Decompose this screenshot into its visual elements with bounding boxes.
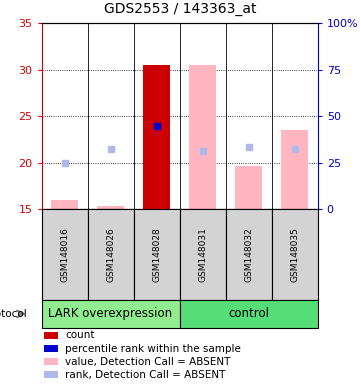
Bar [44, 358, 58, 365]
Bar [44, 332, 58, 339]
Bar [51, 200, 78, 209]
Text: value, Detection Call = ABSENT: value, Detection Call = ABSENT [65, 357, 230, 367]
Text: GSM148032: GSM148032 [244, 227, 253, 282]
Bar [134, 209, 180, 300]
Bar [44, 345, 58, 352]
Bar [189, 65, 217, 209]
Bar [180, 209, 226, 300]
Text: rank, Detection Call = ABSENT: rank, Detection Call = ABSENT [65, 370, 225, 380]
Bar [44, 371, 58, 379]
Text: percentile rank within the sample: percentile rank within the sample [65, 344, 241, 354]
Bar [180, 300, 318, 328]
Bar [42, 209, 88, 300]
Bar [226, 209, 272, 300]
Text: LARK overexpression: LARK overexpression [48, 308, 173, 320]
Text: GSM148028: GSM148028 [152, 227, 161, 282]
Text: GSM148016: GSM148016 [60, 227, 69, 282]
Text: GSM148035: GSM148035 [290, 227, 299, 282]
Bar [281, 130, 309, 209]
Bar [235, 166, 262, 209]
Bar [143, 65, 170, 209]
Bar [42, 300, 180, 328]
Text: GSM148031: GSM148031 [198, 227, 207, 282]
Bar [97, 205, 124, 209]
Text: control: control [228, 308, 269, 320]
Bar [88, 209, 134, 300]
Text: protocol: protocol [0, 309, 27, 319]
Text: GSM148026: GSM148026 [106, 227, 115, 282]
Text: count: count [65, 330, 95, 340]
Text: GDS2553 / 143363_at: GDS2553 / 143363_at [104, 2, 257, 16]
Bar [272, 209, 318, 300]
